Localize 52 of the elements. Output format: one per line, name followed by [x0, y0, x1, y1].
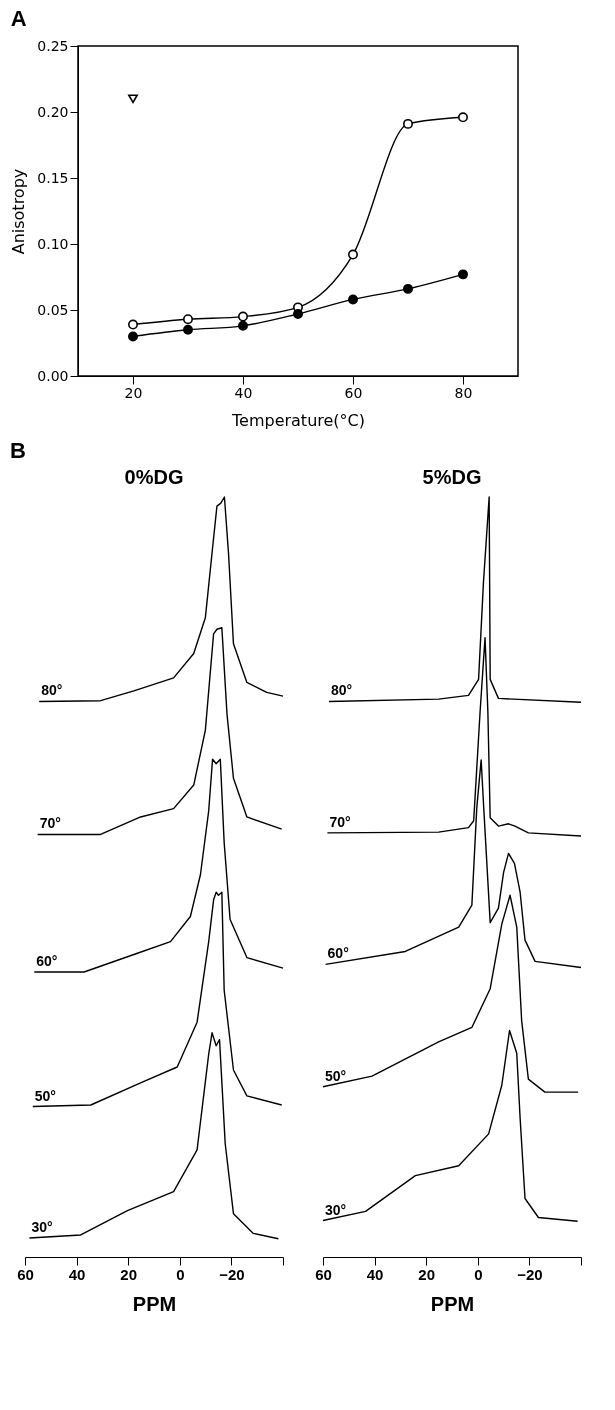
series-label: 60° [327, 945, 349, 962]
point [128, 94, 138, 104]
chart-title: 5%DG [422, 466, 482, 489]
point [128, 331, 138, 342]
x-tick-label: −20 [517, 1265, 543, 1283]
chart-title: A [10, 6, 27, 31]
point [183, 324, 193, 335]
point [458, 112, 468, 123]
x-axis-title: PPM [430, 1292, 475, 1315]
point [403, 118, 413, 129]
series-label: 70° [329, 813, 351, 830]
series-label: 70° [39, 815, 61, 832]
x-tick-label: 40 [366, 1265, 384, 1283]
x-tick-label: 20 [418, 1265, 436, 1283]
x-tick-label: 40 [68, 1265, 86, 1283]
x-tick-label: 60 [344, 384, 363, 401]
x-tick-label: 0 [474, 1265, 483, 1283]
series-label: 50° [325, 1067, 347, 1084]
y-tick-label: 0.25 [37, 37, 69, 54]
x-tick-label: 40 [234, 384, 253, 401]
series-label: 30° [325, 1201, 347, 1218]
point [238, 320, 248, 331]
point [293, 308, 303, 319]
y-tick-label: 0.00 [37, 367, 69, 384]
y-tick-label: 0.20 [37, 103, 69, 120]
point [348, 294, 358, 305]
series-label: 60° [36, 953, 58, 969]
x-tick-label: 20 [124, 384, 143, 401]
x-tick-label: 20 [120, 1265, 138, 1283]
x-tick-label: 0 [176, 1265, 185, 1283]
series-label: 30° [31, 1219, 53, 1235]
x-tick-label: −20 [219, 1265, 245, 1283]
chart-title: 0%DG [124, 466, 184, 489]
x-tick-label: 60 [315, 1265, 332, 1283]
series-label: 50° [34, 1087, 56, 1104]
point [403, 283, 413, 294]
point [128, 319, 138, 330]
y-tick-label: 0.05 [37, 301, 69, 318]
y-tick-label: 0.15 [37, 169, 69, 186]
x-axis-title: Temperature(°C) [230, 410, 366, 430]
text: B [10, 438, 27, 464]
series-label: 80° [330, 682, 353, 699]
point [183, 314, 193, 325]
series-label: 80° [41, 682, 63, 699]
x-tick-label: 80 [454, 384, 473, 401]
point [348, 249, 358, 260]
y-tick-label: 0.10 [37, 235, 69, 252]
point [238, 311, 248, 322]
y-axis-title: Anisotropy [9, 168, 29, 255]
x-axis-title: PPM [132, 1292, 177, 1315]
x-tick-label: 60 [17, 1265, 34, 1283]
point [458, 269, 468, 280]
